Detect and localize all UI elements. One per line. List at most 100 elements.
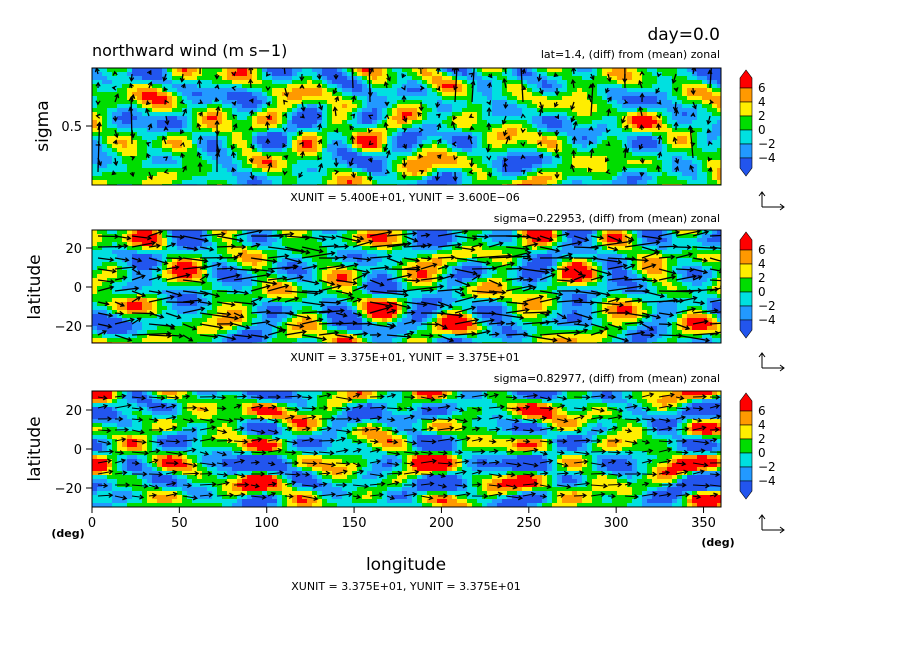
field-cell (582, 136, 588, 141)
field-cell (307, 238, 313, 243)
field-cell (642, 144, 648, 149)
field-cell (152, 160, 158, 165)
field-cell (577, 176, 583, 181)
field-cell (387, 132, 393, 137)
field-cell (237, 96, 243, 101)
field-cell (592, 96, 598, 101)
field-cell (177, 104, 183, 109)
field-cell (632, 242, 638, 247)
field-cell (247, 96, 253, 101)
field-cell (92, 140, 98, 145)
field-cell (352, 148, 358, 153)
field-cell (362, 88, 368, 93)
field-cell (342, 112, 348, 117)
field-cell (427, 144, 433, 149)
field-cell (397, 124, 403, 129)
field-cell (422, 156, 428, 161)
field-cell (642, 76, 648, 81)
field-cell (222, 116, 228, 121)
field-cell (242, 108, 248, 113)
field-cell (612, 68, 618, 73)
field-cell (527, 92, 533, 97)
field-cell (467, 68, 473, 73)
field-cell (347, 76, 353, 81)
field-cell (467, 92, 473, 97)
field-cell (602, 172, 608, 177)
field-cell (517, 172, 523, 177)
field-cell (272, 144, 278, 149)
field-cell (617, 116, 623, 121)
field-cell (122, 112, 128, 117)
field-cell (232, 176, 238, 181)
field-cell (597, 132, 603, 137)
field-cell (657, 168, 663, 173)
field-cell (227, 132, 233, 137)
field-cell (297, 148, 303, 153)
field-cell (602, 156, 608, 161)
field-cell (402, 104, 408, 109)
field-cell (227, 108, 233, 113)
field-cell (247, 144, 253, 149)
field-cell (597, 76, 603, 81)
field-cell (572, 104, 578, 109)
field-cell (682, 168, 688, 173)
field-cell (507, 140, 513, 145)
field-cell (137, 164, 143, 169)
field-cell (667, 148, 673, 153)
field-cell (707, 136, 713, 141)
field-cell (397, 246, 403, 251)
field-cell (697, 156, 703, 161)
field-cell (647, 124, 653, 129)
field-cell (387, 156, 393, 161)
field-cell (197, 88, 203, 93)
field-cell (332, 148, 338, 153)
field-cell (617, 242, 623, 247)
field-cell (667, 234, 673, 239)
field-cell (192, 156, 198, 161)
field-cell (372, 116, 378, 121)
field-cell (562, 92, 568, 97)
field-cell (432, 180, 438, 185)
field-cell (642, 84, 648, 89)
field-cell (457, 152, 463, 157)
field-cell (627, 172, 633, 177)
field-cell (442, 230, 448, 235)
field-cell (187, 112, 193, 117)
field-cell (162, 116, 168, 121)
field-cell (587, 152, 593, 157)
field-cell (622, 92, 628, 97)
field-cell (522, 238, 528, 243)
field-cell (432, 136, 438, 141)
wind-vector-head (316, 82, 322, 88)
field-cell (277, 136, 283, 141)
field-cell (442, 164, 448, 169)
field-cell (422, 160, 428, 165)
wind-vector-head (689, 164, 695, 170)
field-cell (262, 88, 268, 93)
field-cell (392, 140, 398, 145)
field-cell (612, 88, 618, 93)
field-cell (482, 108, 488, 113)
field-cell (327, 116, 333, 121)
field-cell (192, 100, 198, 105)
field-cell (372, 238, 378, 243)
field-cell (162, 152, 168, 157)
field-cell (322, 72, 328, 77)
wind-vector-head (453, 155, 459, 161)
wind-vector-head (367, 157, 373, 163)
field-cell (522, 172, 528, 177)
field-cell (512, 176, 518, 181)
field-cell (542, 80, 548, 85)
field-cell (472, 136, 478, 141)
field-cell (392, 124, 398, 129)
field-cell (497, 132, 503, 137)
wind-vector-head (161, 135, 167, 141)
field-cell (392, 96, 398, 101)
field-cell (447, 144, 453, 149)
field-cell (412, 80, 418, 85)
field-cell (567, 136, 573, 141)
field-cell (527, 104, 533, 109)
field-cell (217, 168, 223, 173)
field-cell (407, 68, 413, 73)
field-cell (337, 100, 343, 105)
